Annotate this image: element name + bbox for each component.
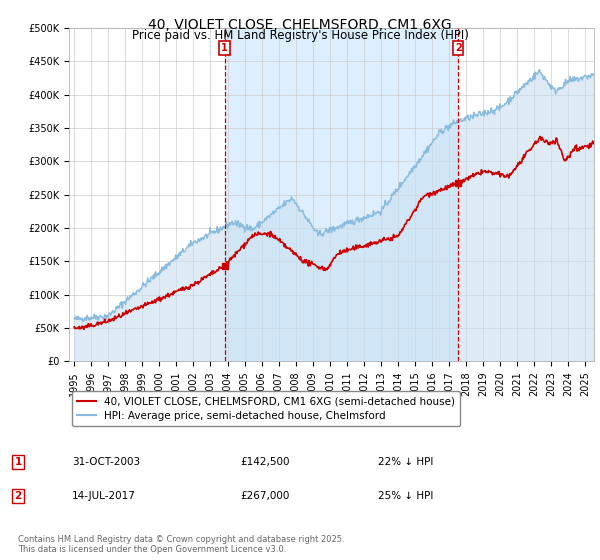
Text: Contains HM Land Registry data © Crown copyright and database right 2025.
This d: Contains HM Land Registry data © Crown c…	[18, 535, 344, 554]
Text: 2: 2	[455, 43, 461, 53]
Legend: 40, VIOLET CLOSE, CHELMSFORD, CM1 6XG (semi-detached house), HPI: Average price,: 40, VIOLET CLOSE, CHELMSFORD, CM1 6XG (s…	[71, 391, 460, 426]
Text: 31-OCT-2003: 31-OCT-2003	[72, 457, 140, 467]
Text: £267,000: £267,000	[240, 491, 289, 501]
Text: 25% ↓ HPI: 25% ↓ HPI	[378, 491, 433, 501]
Text: 14-JUL-2017: 14-JUL-2017	[72, 491, 136, 501]
Text: 22% ↓ HPI: 22% ↓ HPI	[378, 457, 433, 467]
Text: £142,500: £142,500	[240, 457, 290, 467]
Text: 1: 1	[221, 43, 228, 53]
Text: 1: 1	[14, 457, 22, 467]
Text: Price paid vs. HM Land Registry's House Price Index (HPI): Price paid vs. HM Land Registry's House …	[131, 29, 469, 42]
Text: 40, VIOLET CLOSE, CHELMSFORD, CM1 6XG: 40, VIOLET CLOSE, CHELMSFORD, CM1 6XG	[148, 18, 452, 32]
Text: 2: 2	[14, 491, 22, 501]
Bar	[224, 28, 458, 361]
